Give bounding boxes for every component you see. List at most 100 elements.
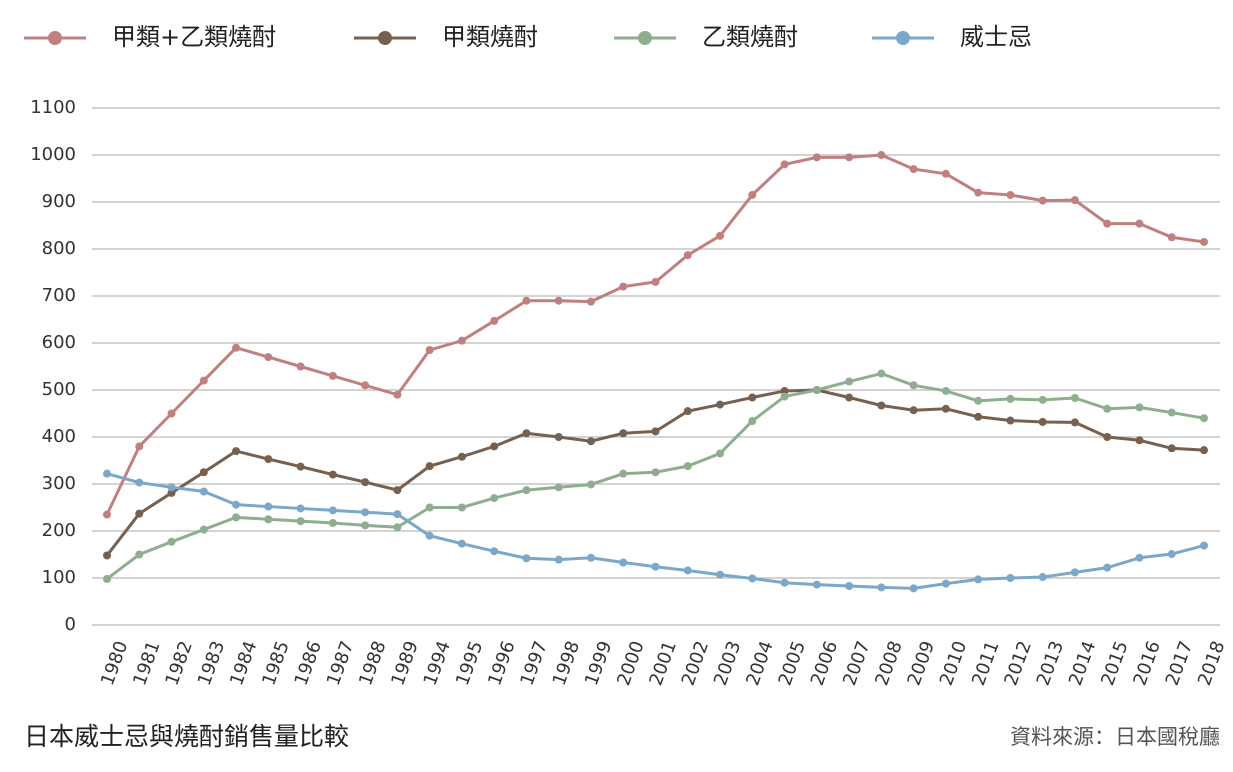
data-point (877, 151, 886, 159)
data-point (812, 580, 821, 589)
y-tick-label: 200 (42, 520, 76, 541)
data-point (361, 508, 370, 517)
x-tick-label: 1989 (387, 638, 422, 688)
data-point (393, 523, 402, 532)
data-point (909, 381, 918, 390)
data-point (490, 547, 499, 556)
data-point (716, 570, 725, 579)
data-point (780, 578, 789, 587)
data-point (296, 517, 305, 526)
data-point (393, 390, 402, 399)
data-point (296, 462, 305, 471)
data-point (490, 442, 499, 451)
x-tick-label: 1994 (420, 638, 455, 688)
data-point (1103, 219, 1112, 228)
data-point (1103, 433, 1112, 441)
data-point (361, 381, 370, 390)
data-point (780, 160, 789, 169)
data-point (1167, 408, 1176, 417)
data-point (296, 504, 305, 513)
x-tick-label: 2004 (742, 638, 777, 688)
data-point (780, 392, 789, 401)
x-tick-label: 2010 (936, 638, 971, 688)
x-tick-label: 1985 (258, 638, 293, 688)
data-point (199, 487, 208, 496)
x-tick-label: 1986 (291, 638, 326, 688)
data-point (1038, 196, 1047, 205)
source-note: 資料來源：日本國稅廳 (1010, 725, 1220, 749)
legend-marker (638, 31, 652, 45)
x-tick-label: 1980 (97, 638, 132, 688)
legend-marker (378, 31, 392, 45)
data-point (1167, 550, 1176, 559)
data-point (1038, 573, 1047, 582)
data-point (1103, 404, 1112, 413)
x-tick-label: 1987 (323, 638, 358, 688)
data-point (619, 469, 628, 478)
data-point (683, 407, 692, 416)
data-point (716, 449, 725, 458)
data-point (619, 282, 628, 291)
data-point (619, 429, 628, 438)
data-point (877, 401, 886, 410)
data-point (135, 550, 144, 559)
x-tick-label: 1981 (129, 638, 164, 688)
data-point (619, 558, 628, 567)
data-point (232, 500, 241, 509)
x-tick-label: 2000 (613, 638, 648, 688)
x-tick-label: 1982 (162, 638, 197, 688)
data-point (199, 468, 208, 477)
x-tick-label: 1988 (355, 638, 390, 688)
data-point (457, 452, 466, 461)
legend-label: 甲類燒酎 (442, 23, 538, 51)
data-point (457, 503, 466, 512)
x-tick-label: 2017 (1162, 638, 1197, 688)
x-tick-label: 2006 (807, 638, 842, 688)
x-tick-label: 2005 (775, 638, 810, 688)
data-point (554, 296, 563, 305)
data-point (748, 417, 757, 426)
x-tick-label: 1995 (452, 638, 487, 688)
x-tick-label: 1983 (194, 638, 229, 688)
data-point (1006, 190, 1015, 199)
data-point (877, 369, 886, 378)
data-point (586, 553, 595, 562)
data-point (1200, 541, 1208, 550)
data-point (845, 393, 854, 402)
data-point (974, 188, 983, 197)
data-point (941, 404, 950, 413)
data-point (586, 297, 595, 306)
data-point (361, 478, 370, 487)
x-tick-label: 1984 (226, 638, 261, 688)
data-point (167, 483, 176, 492)
data-point (167, 488, 176, 497)
data-point (554, 483, 563, 492)
data-point (1006, 416, 1015, 425)
legend-label: 乙類燒酎 (702, 23, 798, 51)
data-point (1135, 553, 1144, 562)
data-point (522, 429, 531, 438)
data-point (683, 251, 692, 260)
data-point (748, 574, 757, 583)
data-point (103, 551, 111, 560)
data-point (941, 579, 950, 588)
data-point (1135, 219, 1144, 228)
data-point (1103, 563, 1112, 572)
data-point (716, 231, 725, 240)
data-point (651, 562, 660, 571)
data-point (232, 447, 241, 456)
data-point (909, 406, 918, 415)
data-point (135, 442, 144, 451)
data-point (748, 393, 757, 402)
data-point (103, 510, 111, 519)
data-point (1038, 417, 1047, 426)
data-point (748, 190, 757, 199)
data-point (683, 462, 692, 471)
x-tick-label: 2003 (710, 638, 745, 688)
data-point (103, 574, 111, 583)
data-point (1070, 393, 1079, 402)
data-point (1200, 446, 1208, 455)
y-tick-label: 900 (42, 191, 76, 212)
data-point (1070, 418, 1079, 427)
